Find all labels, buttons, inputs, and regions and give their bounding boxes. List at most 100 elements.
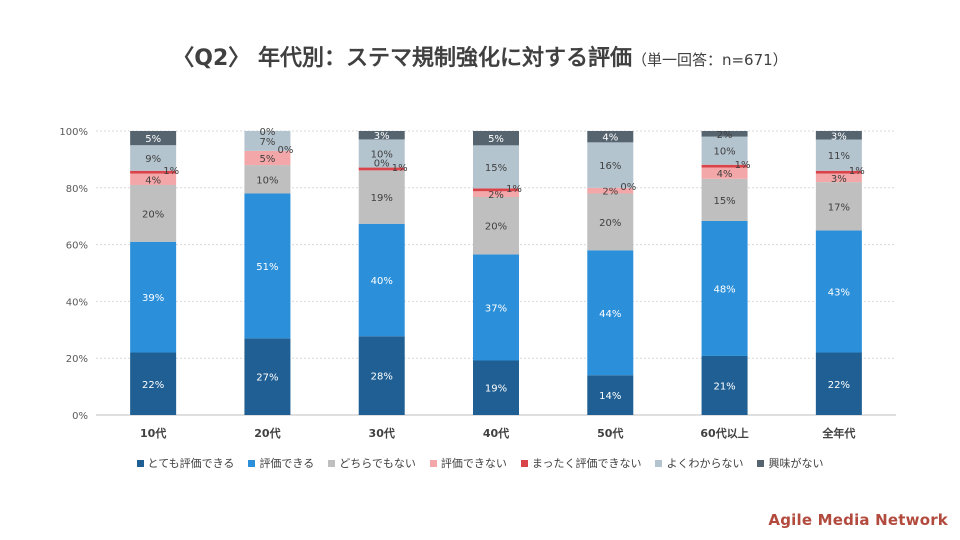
legend-item: まったく評価できない (520, 455, 642, 471)
bar-segment (701, 131, 748, 137)
data-label: 2% (717, 130, 733, 141)
bar-segment (701, 178, 748, 221)
data-label: 21% (713, 381, 735, 392)
bar-segment (701, 220, 748, 356)
data-label: 0% (259, 127, 275, 138)
chart-title: 〈Q2〉 年代別：ステマ規制強化に対する評価（単一回答：n=671） (0, 40, 960, 72)
legend-label: よくわからない (666, 457, 744, 470)
bar-segment (587, 375, 634, 415)
data-label: 10% (256, 175, 278, 186)
data-label: 51% (256, 262, 278, 273)
data-label: 20% (485, 222, 507, 233)
data-label: 10% (713, 147, 735, 158)
data-label: 1% (163, 166, 179, 177)
bar-segment (701, 167, 748, 179)
bar-segment (244, 131, 291, 151)
data-label: 20% (599, 218, 621, 229)
bar-segment (587, 193, 634, 251)
data-label: 22% (142, 380, 164, 391)
data-label: 5% (259, 154, 275, 165)
legend-item: どちらでもない (328, 455, 416, 471)
chart-legend: とても評価できる 評価できる どちらでもない 評価できない まったく評価できない よくわか… (0, 455, 960, 471)
brand-logo-text: Agile Media Network (768, 511, 948, 529)
y-tick-label: 20% (66, 354, 88, 365)
bar-segment (473, 196, 519, 255)
bar-segment (473, 188, 519, 192)
legend-label: 評価できる (259, 457, 315, 470)
data-label: 0% (277, 145, 293, 156)
data-label: 1% (506, 184, 522, 195)
legend-swatch (757, 459, 765, 467)
data-label: 15% (485, 163, 507, 174)
data-label: 15% (713, 196, 735, 207)
bar-segment (473, 360, 519, 415)
bar-segment (130, 170, 177, 174)
legend-item: 興味がない (757, 455, 823, 471)
y-tick-label: 40% (66, 297, 88, 308)
bar-segment (130, 241, 177, 353)
chart-subtitle: （単一回答：n=671） (631, 51, 788, 69)
chart-title-main: 〈Q2〉 年代別：ステマ規制強化に対する評価 (172, 46, 632, 71)
x-tick-label: 20代 (254, 426, 280, 440)
data-label: 0% (620, 182, 636, 193)
legend-label: 興味がない (768, 457, 824, 470)
bar-segment (358, 131, 405, 140)
data-label: 17% (828, 202, 850, 213)
bar-segment (358, 336, 405, 415)
data-label: 20% (142, 209, 164, 220)
legend-item: 評価できない (429, 455, 507, 471)
bar-segment (358, 139, 405, 168)
data-label: 28% (371, 372, 393, 383)
bar-segment (587, 250, 634, 376)
bar-segment (473, 131, 519, 146)
legend-label: 評価できない (440, 457, 507, 470)
data-label: 44% (599, 309, 621, 320)
legend-label: どちらでもない (339, 457, 416, 470)
bar-segment (815, 131, 862, 140)
data-label: 4% (602, 133, 618, 144)
x-tick-label: 60代以上 (700, 426, 748, 440)
bar-segment (473, 145, 519, 189)
data-label: 27% (256, 373, 278, 384)
legend-swatch (328, 459, 336, 467)
data-label: 5% (488, 134, 504, 145)
bar-segment (815, 139, 862, 171)
legend-label: まったく評価できない (531, 457, 642, 470)
data-label: 4% (145, 175, 161, 186)
bar-segment (473, 191, 519, 197)
data-label: 3% (831, 174, 847, 185)
bar-segment (244, 338, 291, 415)
legend-item: 評価できる (248, 455, 314, 471)
data-label: 4% (717, 169, 733, 180)
x-tick-label: 10代 (140, 426, 166, 440)
data-label: 1% (735, 160, 751, 171)
bar-segment (358, 223, 405, 337)
bar-segment (815, 170, 862, 174)
legend-swatch (136, 459, 144, 467)
y-tick-label: 0% (72, 411, 88, 422)
legend-swatch (248, 459, 256, 467)
bar-segment (130, 131, 177, 146)
data-label: 2% (488, 190, 504, 201)
bar-segment (130, 184, 177, 242)
bar-segment (701, 164, 748, 168)
legend-swatch (520, 459, 528, 467)
bar-segment (815, 230, 862, 353)
data-label: 40% (371, 276, 393, 287)
bar-segment (244, 150, 291, 166)
bar-segment (358, 170, 405, 224)
data-label: 39% (142, 293, 164, 304)
data-label: 2% (602, 187, 618, 198)
bar-segment (815, 182, 862, 231)
x-tick-label: 40代 (483, 426, 509, 440)
y-tick-label: 80% (66, 184, 88, 195)
data-label: 48% (713, 284, 735, 295)
bar-segment (130, 173, 177, 185)
bar-segment (358, 167, 405, 171)
data-label: 7% (259, 137, 275, 148)
bar-segment (701, 136, 748, 165)
bar-segment (587, 142, 634, 188)
bar-segment (701, 355, 748, 415)
bar-segment (244, 193, 291, 339)
